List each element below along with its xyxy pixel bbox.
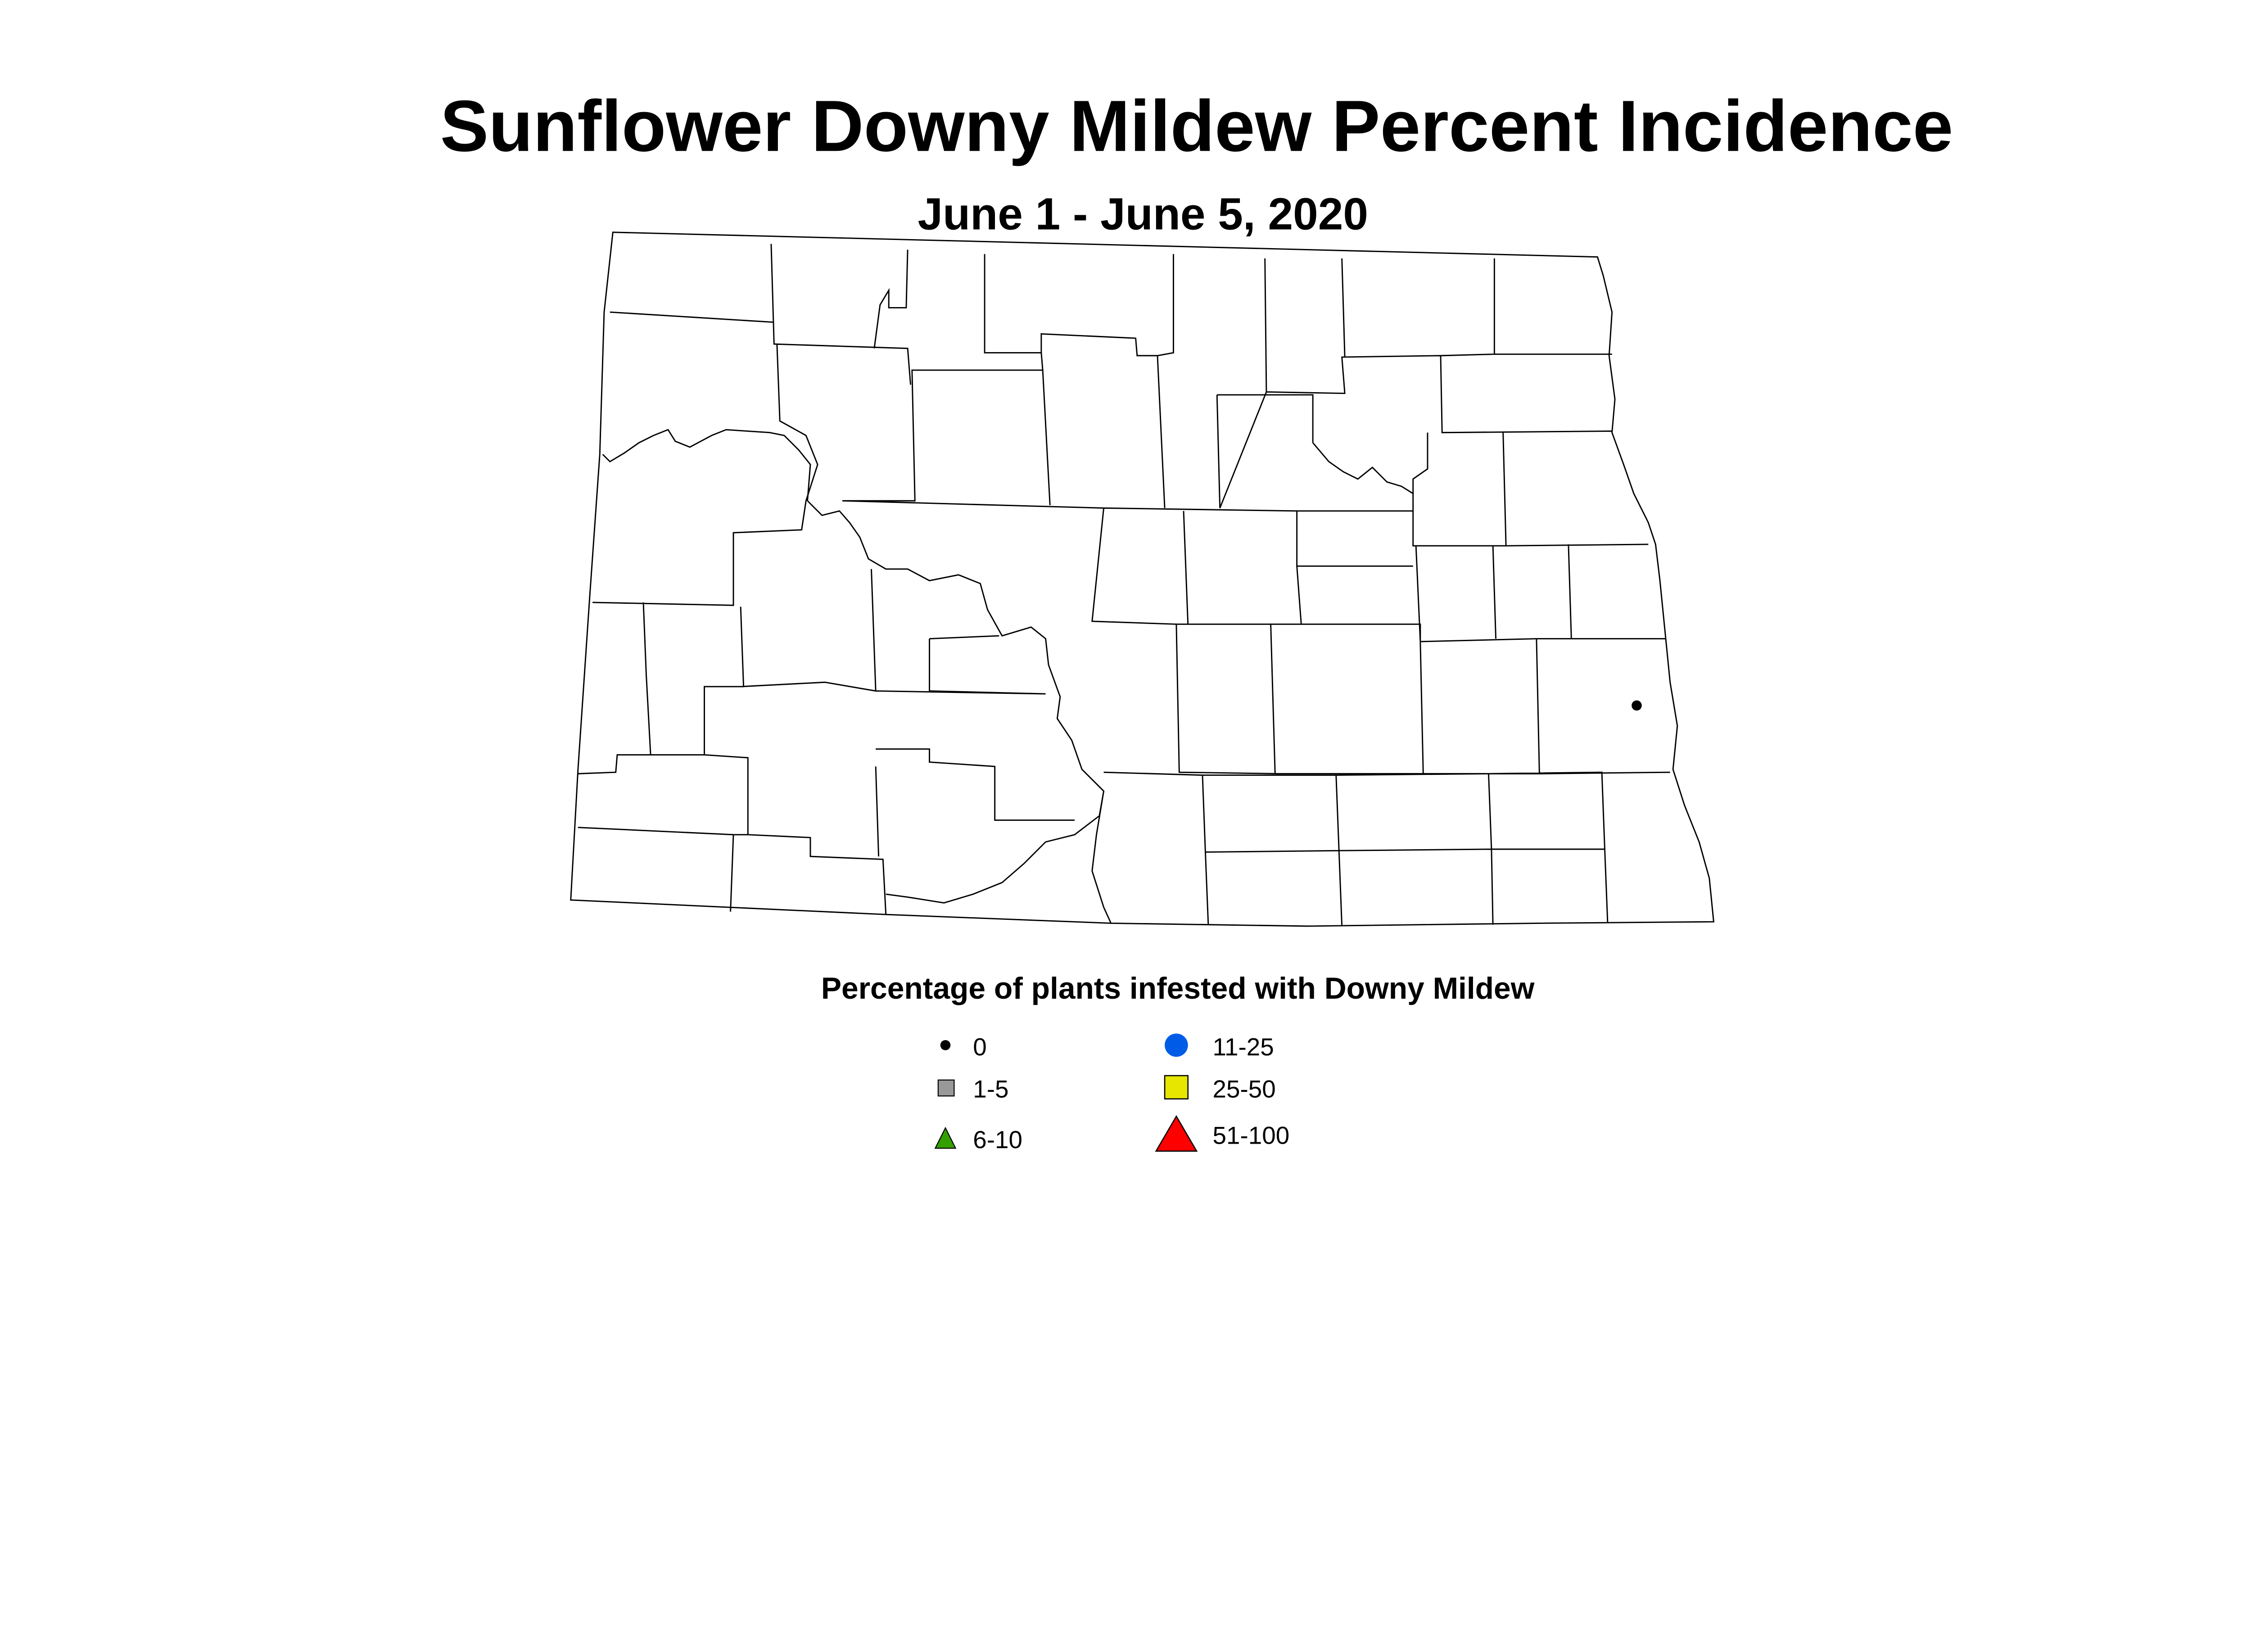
legend: Percentage of plants infested with Downy… [821,972,1535,1154]
observation-point-0 [1632,700,1642,711]
legend-symbol-square-gray [937,1079,955,1097]
legend-label-1-5: 1-5 [973,1075,1008,1103]
legend-label-11-25: 11-25 [1213,1033,1274,1061]
legend-label-25-50: 25-50 [1213,1075,1276,1103]
legend-label-6-10: 6-10 [973,1126,1022,1154]
county-lines [578,244,1670,926]
legend-title: Percentage of plants infested with Downy… [821,972,1535,1005]
north-dakota-map [570,231,1715,927]
legend-symbol-circle-black [940,1040,951,1050]
map-subtitle: June 1 - June 5, 2020 [918,189,1368,239]
legend-symbol-triangle-red [1155,1115,1198,1152]
legend-label-0: 0 [973,1033,986,1061]
legend-symbol-triangle-green [934,1127,957,1149]
legend-symbol-circle-blue [1165,1033,1188,1057]
map-title: Sunflower Downy Mildew Percent Incidence [440,86,1953,167]
map-figure: Sunflower Downy Mildew Percent Incidence… [440,86,1953,1154]
legend-label-51-100: 51-100 [1213,1121,1290,1149]
legend-symbol-square-yellow [1164,1075,1189,1100]
state-outline [570,231,1715,927]
